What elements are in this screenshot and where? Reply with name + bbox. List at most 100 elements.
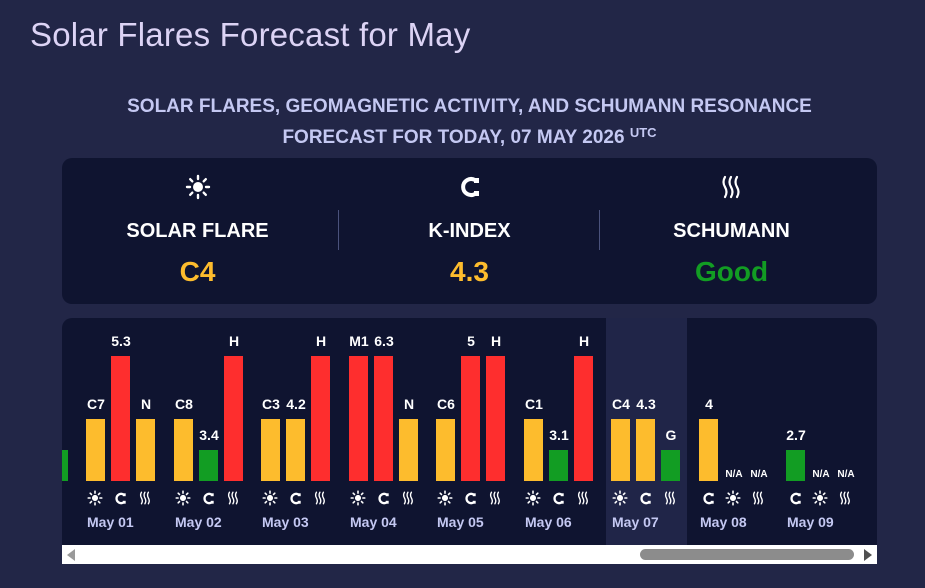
forecast-bar — [111, 356, 130, 481]
day-label: May 05 — [437, 514, 484, 530]
forecast-bar — [699, 419, 718, 481]
forecast-subtitle: SOLAR FLARES, GEOMAGNETIC ACTIVITY, AND … — [62, 94, 877, 151]
bar-value-label: 4 — [705, 396, 713, 412]
bar-value-label: 3.1 — [549, 427, 569, 443]
forecast-chart[interactable]: C7 5.3 N May 01 C8 3.4 H May 02 C3 4.2 H May 03 M1 6.… — [62, 318, 877, 545]
forecast-bar — [574, 356, 593, 481]
sun-icon — [612, 490, 628, 506]
bar-value-label: 5 — [467, 333, 475, 349]
forecast-bar — [786, 450, 805, 481]
bar-value-label: C4 — [612, 396, 630, 412]
bar-value-label: H — [578, 333, 590, 349]
forecast-chart-panel: C7 5.3 N May 01 C8 3.4 H May 02 C3 4.2 H May 03 M1 6.… — [62, 318, 877, 564]
summary-value: C4 — [179, 256, 216, 287]
wave-icon — [400, 490, 416, 506]
bar-value-label: 4.2 — [286, 396, 306, 412]
sun-icon — [812, 490, 828, 506]
sun-icon — [87, 490, 103, 506]
wave-icon — [596, 174, 867, 200]
summary-label: SOLAR FLARE — [126, 220, 269, 242]
scroll-thumb[interactable] — [640, 549, 854, 560]
day-label: May 06 — [525, 514, 572, 530]
magnet-icon — [287, 490, 303, 506]
subtitle-date: FORECAST FOR TODAY, 07 MAY 2026 — [282, 127, 625, 148]
sun-icon — [525, 490, 541, 506]
divider — [599, 210, 600, 250]
sun-icon — [62, 174, 333, 200]
bar-value-label: G — [665, 427, 677, 443]
bar-value-label: C7 — [87, 396, 105, 412]
bar-prev-day — [62, 450, 68, 481]
wave-icon — [225, 490, 241, 506]
summary-k-index: K-INDEX 4.3 — [334, 158, 605, 304]
summary-solar-flare: SOLAR FLARE C4 — [62, 158, 333, 304]
magnet-icon — [700, 490, 716, 506]
bar-value-label: 6.3 — [374, 333, 394, 349]
forecast-bar — [136, 419, 155, 481]
day-label: May 03 — [262, 514, 309, 530]
summary-value: 4.3 — [450, 256, 489, 287]
magnet-icon — [787, 490, 803, 506]
wave-icon — [487, 490, 503, 506]
forecast-bar — [636, 419, 655, 481]
bar-value-label: 4.3 — [636, 396, 656, 412]
forecast-bar — [549, 450, 568, 481]
horizontal-scrollbar[interactable] — [62, 545, 877, 564]
wave-icon — [312, 490, 328, 506]
day-label: May 07 — [612, 514, 659, 530]
sun-icon — [437, 490, 453, 506]
subtitle-line-1: SOLAR FLARES, GEOMAGNETIC ACTIVITY, AND … — [127, 96, 812, 117]
forecast-bar — [524, 419, 543, 481]
bar-value-label: N — [140, 396, 152, 412]
scroll-left-arrow-icon[interactable] — [67, 549, 75, 561]
day-label: May 09 — [787, 514, 834, 530]
forecast-bar — [86, 419, 105, 481]
forecast-bar — [399, 419, 418, 481]
bar-value-label: M1 — [349, 333, 369, 349]
bar-value-label: 5.3 — [111, 333, 131, 349]
magnet-icon — [200, 490, 216, 506]
bar-value-label: 2.7 — [786, 427, 806, 443]
forecast-bar — [436, 419, 455, 481]
day-label: May 08 — [700, 514, 747, 530]
magnet-icon — [550, 490, 566, 506]
sun-icon — [725, 490, 741, 506]
sun-icon — [350, 490, 366, 506]
page-title: Solar Flares Forecast for May — [30, 16, 471, 53]
wave-icon — [137, 490, 153, 506]
bar-value-label: C1 — [525, 396, 543, 412]
summary-label: K-INDEX — [428, 220, 511, 242]
forecast-bar — [349, 356, 368, 481]
subtitle-line-2: FORECAST FOR TODAY, 07 MAY 2026 UTC — [62, 120, 877, 151]
forecast-bar — [486, 356, 505, 481]
timezone-label: UTC — [629, 125, 657, 140]
wave-icon — [662, 490, 678, 506]
forecast-bar — [224, 356, 243, 481]
forecast-bar — [174, 419, 193, 481]
divider — [338, 210, 339, 250]
bar-value-label: N/A — [750, 469, 768, 480]
bar-value-label: H — [315, 333, 327, 349]
forecast-bar — [374, 356, 393, 481]
summary-value: Good — [694, 256, 769, 287]
magnet-icon — [637, 490, 653, 506]
today-summary-panel: SOLAR FLARE C4 K-INDEX 4.3 SCHUMANN Good — [62, 158, 877, 304]
sun-icon — [262, 490, 278, 506]
magnet-icon — [334, 174, 605, 200]
wave-icon — [575, 490, 591, 506]
summary-label: SCHUMANN — [673, 220, 790, 242]
bar-value-label: N/A — [725, 469, 743, 480]
bar-value-label: C6 — [437, 396, 455, 412]
bar-value-label: H — [228, 333, 240, 349]
bar-value-label: 3.4 — [199, 427, 219, 443]
magnet-icon — [375, 490, 391, 506]
forecast-bar — [461, 356, 480, 481]
forecast-bar — [311, 356, 330, 481]
scroll-right-arrow-icon[interactable] — [864, 549, 872, 561]
bar-value-label: C8 — [175, 396, 193, 412]
forecast-bar — [611, 419, 630, 481]
bar-value-label: N/A — [812, 469, 830, 480]
bar-value-label: N — [403, 396, 415, 412]
bar-value-label: N/A — [837, 469, 855, 480]
forecast-bar — [199, 450, 218, 481]
